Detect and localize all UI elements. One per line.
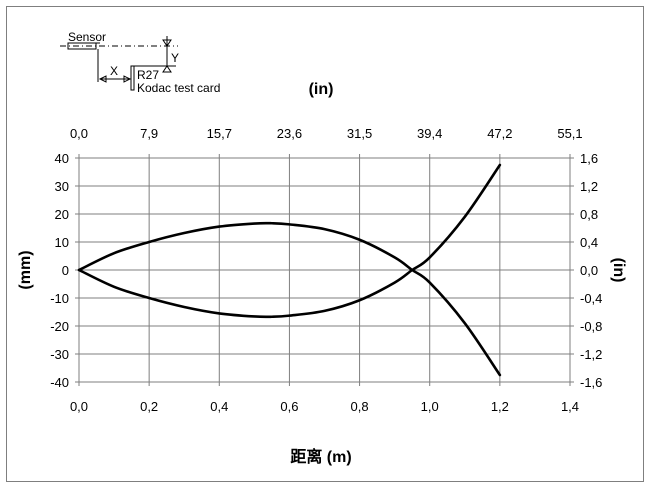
x2-tick-label: 39,4 [417,126,442,141]
x-label: X [110,64,118,78]
x2-tick-label: 15,7 [207,126,232,141]
x2-tick-label: 7,9 [140,126,158,141]
ticks: 0,0 0,0 0,2 7,9 0,4 15,7 0,6 23,6 0,8 31,5 1,0 39,4… [50,126,602,414]
x2-tick-label: 31,5 [347,126,372,141]
y-tick-label: 0 [62,263,69,278]
card-code: R27 [137,68,159,82]
y2-tick-label: 1,6 [580,151,598,166]
y-tick-label: -30 [50,347,69,362]
y2-tick-label: 0,4 [580,235,598,250]
y2-tick-label: -1,6 [580,375,602,390]
card-label: Kodac test card [137,81,220,95]
grid [78,157,571,383]
series-group [77,163,502,377]
right-axis-title: (in) [610,258,627,283]
y-label: Y [171,51,179,65]
chart-frame [6,6,644,482]
top-axis-title: (in) [309,81,334,98]
series-line-1 [77,221,502,377]
x2-tick-label: 55,1 [557,126,582,141]
y2-tick-label: -0,4 [580,291,602,306]
y2-tick-label: -1,2 [580,347,602,362]
y-arrowheads-icon [162,39,172,73]
sensor-label: Sensor [68,30,106,44]
y-tick-label: 10 [55,235,69,250]
x-arrowheads-icon [98,75,132,83]
y-axis-title: (mm) [17,250,34,289]
x-tick-label: 1,4 [561,399,579,414]
y-tick-label: 40 [55,151,69,166]
series-line-2 [77,163,502,319]
y-tick-label: -20 [50,319,69,334]
x2-tick-label: 0,0 [70,126,88,141]
x-axis-title: 距离 (m) [290,447,351,466]
y2-tick-label: 0,0 [580,263,598,278]
x2-tick-label: 23,6 [277,126,302,141]
y-tick-label: -10 [50,291,69,306]
test-card-icon [130,65,135,91]
x-tick-label: 0,2 [140,399,158,414]
y2-tick-label: -0,8 [580,319,602,334]
x-tick-label: 1,0 [421,399,439,414]
x-tick-label: 0,0 [70,399,88,414]
y-tick-label: 20 [55,207,69,222]
y2-tick-label: 0,8 [580,207,598,222]
y-tick-label: -40 [50,375,69,390]
x-tick-label: 1,2 [491,399,509,414]
x-tick-label: 0,4 [210,399,228,414]
sensor-setup-diagram: Sensor X Y R27 Kodac test card [60,30,220,95]
y2-tick-label: 1,2 [580,179,598,194]
y-tick-label: 30 [55,179,69,194]
x-tick-label: 0,6 [280,399,298,414]
x-tick-label: 0,8 [351,399,369,414]
x2-tick-label: 47,2 [487,126,512,141]
